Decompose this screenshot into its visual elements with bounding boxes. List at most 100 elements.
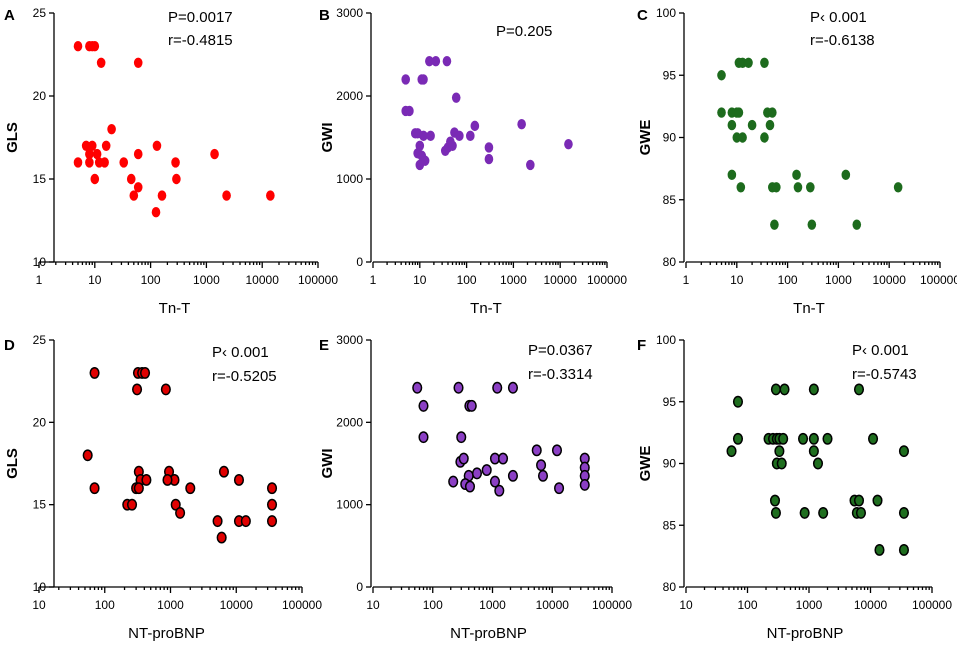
x-tick-label: 1000 [479,598,506,612]
x-tick-label: 10 [730,273,744,287]
data-point [768,107,777,118]
p-value: P‹ 0.001 [212,344,269,361]
x-axis-title: NT-proBNP [767,625,844,642]
data-point [418,399,429,412]
data-point [765,119,775,131]
y-axis-title: GWE [637,120,654,156]
data-point [210,148,219,160]
x-tick-label: 100000 [587,273,627,287]
x-tick-label: 100 [423,598,443,612]
data-point [455,130,464,142]
data-point [466,399,477,412]
data-point [92,148,102,160]
data-point [481,464,492,477]
x-tick-label: 100000 [912,598,952,612]
y-tick-label: 2000 [336,89,363,103]
data-point [431,55,441,67]
x-tick-label: 10000 [246,273,280,287]
x-tick-label: 100 [457,273,477,287]
data-point [133,148,143,160]
data-point [162,474,173,486]
x-tick-label: 100 [778,273,798,287]
panel-letter: B [319,7,330,24]
p-value: P=0.0367 [528,342,593,359]
data-point [776,457,787,470]
data-point [466,130,475,142]
data-point [82,449,93,462]
data-point [898,445,910,458]
data-point [853,494,865,507]
y-tick-label: 15 [33,172,47,186]
data-point [536,459,547,472]
data-point [132,383,143,396]
data-point [736,182,746,193]
data-point [778,432,789,445]
y-tick-label: 15 [33,498,47,512]
data-point [772,182,781,193]
p-value: P‹ 0.001 [810,9,867,26]
p-value: P=0.205 [496,23,552,40]
panel-letter: A [4,7,15,24]
data-point [107,124,116,135]
data-point [172,173,181,185]
data-point [744,57,753,68]
x-tick-label: 10 [366,598,380,612]
data-point [537,469,549,482]
y-tick-label: 0 [356,255,363,269]
data-point [779,383,790,396]
data-point [170,498,181,511]
panel-e: E 0 1000 2000 3000 10 100 1000 10000 100000 NT-pro… [319,333,632,642]
data-point [233,474,245,486]
data-point [464,480,476,493]
panel-letter: E [319,337,329,354]
panel-letter: D [4,337,15,354]
x-axis-title: NT-proBNP [128,625,205,642]
panel-f: F 80 85 90 95 100 10 100 1000 10000 100000 NT-proBN… [637,333,952,642]
x-tick-label: 100000 [920,273,957,287]
data-point [732,432,744,445]
y-tick-label: 90 [663,131,677,145]
x-tick-label: 10 [679,598,693,612]
y-tick-label: 100 [656,333,676,347]
data-point [807,219,817,230]
y-tick-label: 100 [656,6,676,20]
y-tick-label: 1000 [336,498,363,512]
data-point [579,478,590,491]
data-point [507,381,519,394]
x-tick-label: 10 [32,598,46,612]
x-tick-label: 10000 [873,273,907,287]
data-point [133,482,144,495]
data-point [419,130,428,142]
data-point [808,383,819,396]
data-point [734,57,744,68]
y-tick-label: 20 [33,415,47,429]
data-point [841,169,851,181]
data-point [855,506,867,519]
data-point [456,431,467,444]
data-point [818,506,829,519]
data-point [90,173,100,185]
data-point [792,169,801,181]
data-point [872,494,883,507]
data-point [119,157,129,168]
data-point [551,444,563,457]
data-point [218,465,229,478]
x-tick-label: 1000 [796,598,823,612]
data-point [822,432,833,445]
data-point [222,190,231,201]
r-value: r=-0.6138 [810,32,875,49]
data-point [898,544,910,556]
data-point [898,506,910,519]
data-point [126,173,136,185]
y-tick-label: 85 [663,518,677,532]
data-point [770,506,781,519]
data-point [734,107,744,118]
data-point [492,381,503,394]
data-point [806,182,815,193]
data-point [747,119,757,131]
data-point [507,469,519,482]
x-tick-label: 100000 [282,598,322,612]
y-tick-label: 1000 [336,172,363,186]
data-point [160,383,171,396]
